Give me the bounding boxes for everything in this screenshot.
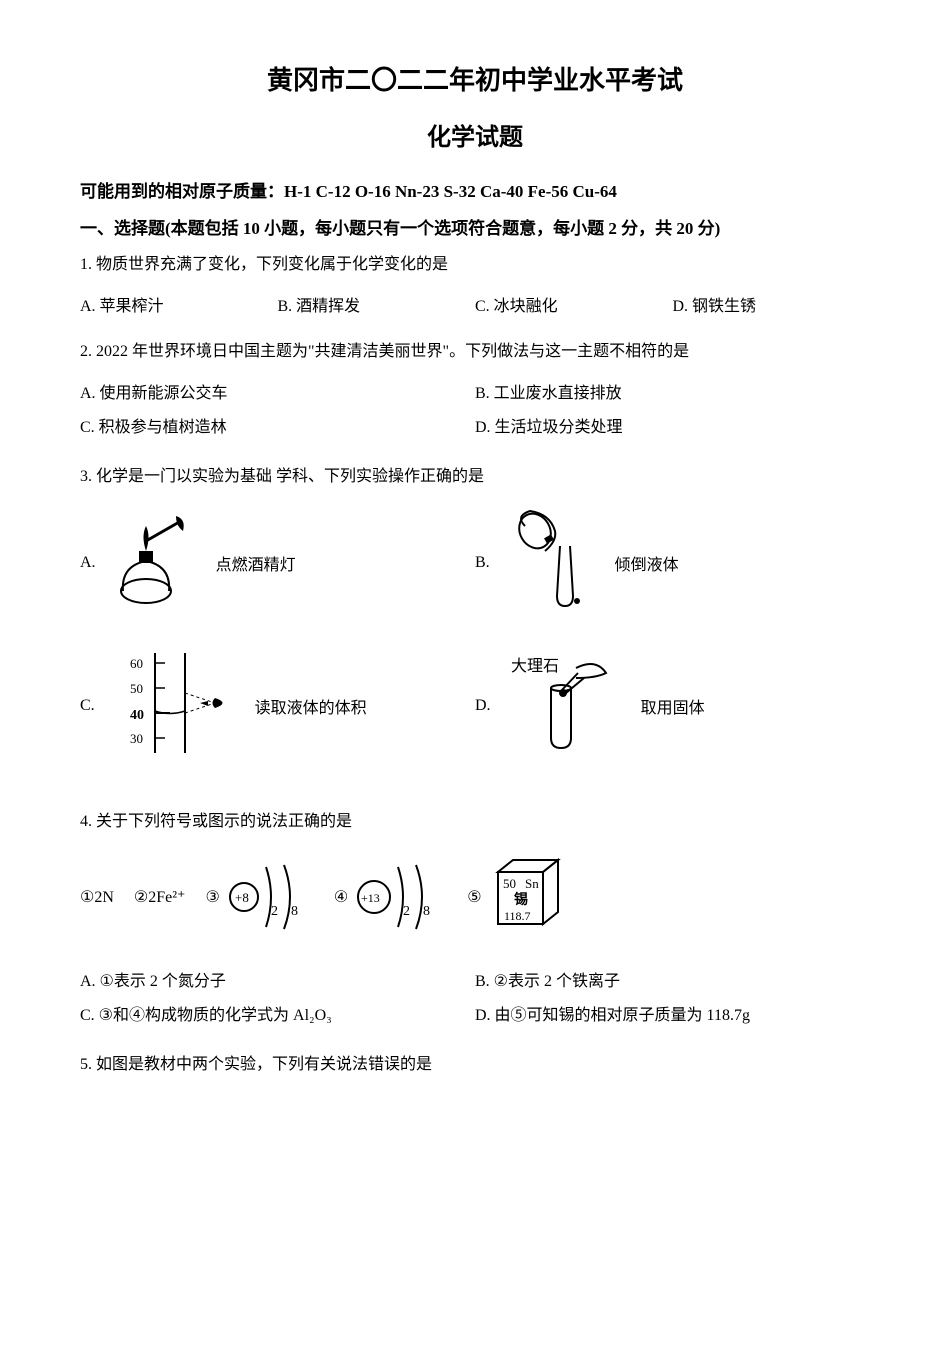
q3-c-letter: C. (80, 697, 95, 715)
q4-opt-d: D. 由⑤可知锡的相对原子质量为 118.7g (475, 1001, 870, 1025)
q3-b-caption: 倾倒液体 (615, 551, 679, 575)
q4-options: A. ①表示 2 个氮分子 B. ②表示 2 个铁离子 C. ③和④构成物质的化… (80, 967, 870, 1035)
q4-stem: 4. 关于下列符号或图示的说法正确的是 (80, 808, 870, 837)
main-title: 黄冈市二〇二二年初中学业水平考试 (80, 60, 870, 97)
q3-opt-c: C. 60 50 40 30 (80, 643, 475, 768)
q4-f5: ⑤ 50 Sn 锡 118.7 (467, 852, 572, 942)
q2-stem: 2. 2022 年世界环境日中国主题为"共建清洁美丽世界"。下列做法与这一主题不… (80, 338, 870, 367)
q4-f3-nucleus: +8 (235, 890, 249, 905)
q2-opt-b: B. 工业废水直接排放 (475, 379, 870, 403)
q3-opt-a: A. 点燃酒精灯 (80, 503, 475, 623)
q3-c-figure: 60 50 40 30 (110, 643, 240, 768)
q4-f4: ④ +13 2 8 (334, 857, 447, 937)
q3-a-caption: 点燃酒精灯 (216, 551, 296, 575)
q4-f3-s1: 2 (271, 904, 278, 919)
q4-f4-s2: 8 (423, 904, 430, 919)
q2-opt-c: C. 积极参与植树造林 (80, 413, 475, 437)
q3-b-figure (505, 506, 600, 621)
q3-c-60: 60 (130, 656, 143, 671)
q3-c-caption: 读取液体的体积 (255, 694, 367, 718)
q1-opt-b: B. 酒精挥发 (278, 292, 476, 316)
atomic-mass-line: 可能用到的相对原子质量：H-1 C-12 O-16 Nn-23 S-32 Ca-… (80, 177, 870, 202)
q3-options: A. 点燃酒精灯 B. (80, 503, 870, 788)
q2-opt-a: A. 使用新能源公交车 (80, 379, 475, 403)
q3-d-caption: 取用固体 (641, 694, 705, 718)
q1-opt-a: A. 苹果榨汁 (80, 292, 278, 316)
q4-f5-cn: 锡 (514, 891, 528, 908)
section-1-header: 一、选择题(本题包括 10 小题，每小题只有一个选项符合题意，每小题 2 分，共… (80, 214, 870, 239)
q1-opt-d: D. 钢铁生锈 (673, 292, 871, 316)
q4-f3-s2: 8 (291, 904, 298, 919)
q3-c-30: 30 (130, 731, 143, 746)
q4-opt-a: A. ①表示 2 个氮分子 (80, 967, 475, 991)
q4-figures: ①2N ②2Fe²⁺ ③ +8 2 8 ④ +13 2 8 ⑤ (80, 852, 870, 942)
q4-opt-b: B. ②表示 2 个铁离子 (475, 967, 870, 991)
q1-opt-c: C. 冰块融化 (475, 292, 673, 316)
q3-a-figure (111, 511, 201, 616)
q4-f4-s1: 2 (403, 904, 410, 919)
q4-f5-sym: Sn (525, 876, 539, 891)
q4-f1: ①2N (80, 887, 114, 907)
q3-d-label: 大理石 (511, 657, 559, 675)
q3-stem: 3. 化学是一门以实验为基础 学科、下列实验操作正确的是 (80, 463, 870, 492)
q3-b-letter: B. (475, 554, 490, 572)
q4-f3-label: ③ (206, 887, 220, 907)
q4-f4-label: ④ (334, 887, 348, 907)
subtitle: 化学试题 (80, 117, 870, 152)
q5-stem: 5. 如图是教材中两个实验，下列有关说法错误的是 (80, 1051, 870, 1080)
q3-d-figure: 大理石 (506, 653, 626, 758)
q4-opt-c: C. ③和④构成物质的化学式为 Al₂O₃ (80, 1001, 475, 1025)
q3-c-40: 40 (130, 708, 144, 723)
q4-f2: ②2Fe²⁺ (134, 887, 186, 907)
q4-f5-label: ⑤ (467, 887, 481, 907)
q3-c-50: 50 (130, 681, 143, 696)
q4-f3: ③ +8 2 8 (206, 857, 314, 937)
q3-opt-b: B. 倾倒液体 (475, 503, 870, 623)
q1-options: A. 苹果榨汁 B. 酒精挥发 C. 冰块融化 D. 钢铁生锈 (80, 292, 870, 322)
q2-opt-d: D. 生活垃圾分类处理 (475, 413, 870, 437)
q2-options: A. 使用新能源公交车 B. 工业废水直接排放 C. 积极参与植树造林 D. 生… (80, 379, 870, 447)
q3-d-letter: D. (475, 697, 491, 715)
q4-f5-mass: 118.7 (504, 909, 531, 923)
q3-opt-d: D. 大理石 取用固体 (475, 643, 870, 768)
q4-f5-num: 50 (503, 876, 516, 891)
q1-stem: 1. 物质世界充满了变化，下列变化属于化学变化的是 (80, 251, 870, 280)
q3-a-letter: A. (80, 554, 96, 572)
q4-f4-nucleus: +13 (361, 891, 380, 905)
